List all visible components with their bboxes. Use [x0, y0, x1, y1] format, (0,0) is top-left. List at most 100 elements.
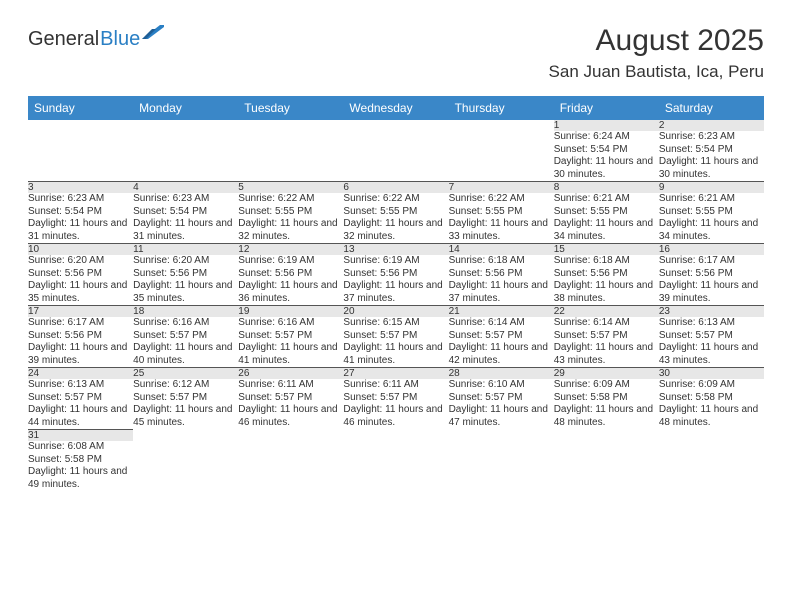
sunrise-text: Sunrise: 6:19 AM	[343, 255, 448, 268]
day-body-cell	[238, 131, 343, 182]
day-number-cell: 29	[554, 368, 659, 380]
day-number-cell: 20	[343, 306, 448, 318]
sunrise-text: Sunrise: 6:23 AM	[28, 193, 133, 206]
sunset-text: Sunset: 5:57 PM	[133, 330, 238, 343]
sunset-text: Sunset: 5:54 PM	[28, 206, 133, 219]
sunset-text: Sunset: 5:56 PM	[28, 268, 133, 281]
sunrise-text: Sunrise: 6:20 AM	[28, 255, 133, 268]
day-number-cell: 31	[28, 430, 133, 442]
sunset-text: Sunset: 5:54 PM	[554, 144, 659, 157]
month-title: August 2025	[549, 24, 764, 58]
sunrise-text: Sunrise: 6:20 AM	[133, 255, 238, 268]
sunrise-text: Sunrise: 6:17 AM	[659, 255, 764, 268]
sunset-text: Sunset: 5:56 PM	[238, 268, 343, 281]
location: San Juan Bautista, Ica, Peru	[549, 62, 764, 82]
sunrise-text: Sunrise: 6:14 AM	[449, 317, 554, 330]
day-body-cell: Sunrise: 6:12 AMSunset: 5:57 PMDaylight:…	[133, 379, 238, 430]
weekday-header: Sunday	[28, 96, 133, 120]
sunset-text: Sunset: 5:57 PM	[28, 392, 133, 405]
daylight-text: Daylight: 11 hours and 46 minutes.	[238, 404, 343, 429]
day-body-row: Sunrise: 6:17 AMSunset: 5:56 PMDaylight:…	[28, 317, 764, 368]
day-number-row: 31	[28, 430, 764, 442]
daylight-text: Daylight: 11 hours and 45 minutes.	[133, 404, 238, 429]
daylight-text: Daylight: 11 hours and 47 minutes.	[449, 404, 554, 429]
page-header: General Blue August 2025 San Juan Bautis…	[28, 24, 764, 82]
day-number-cell: 21	[449, 306, 554, 318]
sunrise-text: Sunrise: 6:13 AM	[28, 379, 133, 392]
day-body-cell: Sunrise: 6:18 AMSunset: 5:56 PMDaylight:…	[449, 255, 554, 306]
day-number-cell: 10	[28, 244, 133, 256]
day-body-cell: Sunrise: 6:21 AMSunset: 5:55 PMDaylight:…	[554, 193, 659, 244]
daylight-text: Daylight: 11 hours and 49 minutes.	[28, 466, 133, 491]
day-number-cell: 23	[659, 306, 764, 318]
day-body-cell: Sunrise: 6:21 AMSunset: 5:55 PMDaylight:…	[659, 193, 764, 244]
day-body-row: Sunrise: 6:24 AMSunset: 5:54 PMDaylight:…	[28, 131, 764, 182]
day-number-cell: 27	[343, 368, 448, 380]
day-number-cell	[659, 430, 764, 442]
day-body-cell: Sunrise: 6:22 AMSunset: 5:55 PMDaylight:…	[343, 193, 448, 244]
day-body-cell: Sunrise: 6:13 AMSunset: 5:57 PMDaylight:…	[28, 379, 133, 430]
day-number-cell: 24	[28, 368, 133, 380]
sunset-text: Sunset: 5:55 PM	[343, 206, 448, 219]
sunset-text: Sunset: 5:56 PM	[28, 330, 133, 343]
day-body-cell	[133, 131, 238, 182]
daylight-text: Daylight: 11 hours and 30 minutes.	[659, 156, 764, 181]
daylight-text: Daylight: 11 hours and 43 minutes.	[659, 342, 764, 367]
weekday-header: Tuesday	[238, 96, 343, 120]
sunset-text: Sunset: 5:55 PM	[659, 206, 764, 219]
flag-icon	[142, 25, 164, 39]
daylight-text: Daylight: 11 hours and 39 minutes.	[28, 342, 133, 367]
day-number-cell	[449, 430, 554, 442]
sunrise-text: Sunrise: 6:22 AM	[343, 193, 448, 206]
sunset-text: Sunset: 5:54 PM	[659, 144, 764, 157]
day-number-cell	[554, 430, 659, 442]
brand-general: General	[28, 28, 99, 51]
daylight-text: Daylight: 11 hours and 37 minutes.	[343, 280, 448, 305]
daylight-text: Daylight: 11 hours and 37 minutes.	[449, 280, 554, 305]
day-body-cell	[238, 441, 343, 491]
day-number-cell	[343, 120, 448, 131]
sunset-text: Sunset: 5:56 PM	[659, 268, 764, 281]
day-body-row: Sunrise: 6:13 AMSunset: 5:57 PMDaylight:…	[28, 379, 764, 430]
brand-logo: General Blue	[28, 28, 164, 51]
day-number-cell: 14	[449, 244, 554, 256]
sunrise-text: Sunrise: 6:22 AM	[238, 193, 343, 206]
day-body-cell	[554, 441, 659, 491]
day-body-cell: Sunrise: 6:19 AMSunset: 5:56 PMDaylight:…	[343, 255, 448, 306]
sunrise-text: Sunrise: 6:17 AM	[28, 317, 133, 330]
day-number-cell: 18	[133, 306, 238, 318]
daylight-text: Daylight: 11 hours and 31 minutes.	[28, 218, 133, 243]
sunrise-text: Sunrise: 6:19 AM	[238, 255, 343, 268]
sunset-text: Sunset: 5:57 PM	[554, 330, 659, 343]
daylight-text: Daylight: 11 hours and 34 minutes.	[554, 218, 659, 243]
day-body-cell: Sunrise: 6:23 AMSunset: 5:54 PMDaylight:…	[133, 193, 238, 244]
sunset-text: Sunset: 5:57 PM	[343, 330, 448, 343]
day-body-cell: Sunrise: 6:22 AMSunset: 5:55 PMDaylight:…	[238, 193, 343, 244]
sunrise-text: Sunrise: 6:10 AM	[449, 379, 554, 392]
daylight-text: Daylight: 11 hours and 35 minutes.	[28, 280, 133, 305]
day-body-cell: Sunrise: 6:08 AMSunset: 5:58 PMDaylight:…	[28, 441, 133, 491]
day-body-cell: Sunrise: 6:10 AMSunset: 5:57 PMDaylight:…	[449, 379, 554, 430]
day-number-cell: 26	[238, 368, 343, 380]
sunset-text: Sunset: 5:55 PM	[554, 206, 659, 219]
daylight-text: Daylight: 11 hours and 32 minutes.	[343, 218, 448, 243]
daylight-text: Daylight: 11 hours and 33 minutes.	[449, 218, 554, 243]
daylight-text: Daylight: 11 hours and 34 minutes.	[659, 218, 764, 243]
sunset-text: Sunset: 5:57 PM	[238, 392, 343, 405]
sunset-text: Sunset: 5:57 PM	[133, 392, 238, 405]
day-number-cell: 3	[28, 182, 133, 194]
sunrise-text: Sunrise: 6:08 AM	[28, 441, 133, 454]
day-body-cell: Sunrise: 6:09 AMSunset: 5:58 PMDaylight:…	[554, 379, 659, 430]
day-body-cell	[659, 441, 764, 491]
day-number-row: 17181920212223	[28, 306, 764, 318]
day-number-row: 3456789	[28, 182, 764, 194]
day-number-cell: 5	[238, 182, 343, 194]
day-body-cell	[449, 441, 554, 491]
calendar-table: Sunday Monday Tuesday Wednesday Thursday…	[28, 96, 764, 491]
sunrise-text: Sunrise: 6:16 AM	[133, 317, 238, 330]
daylight-text: Daylight: 11 hours and 32 minutes.	[238, 218, 343, 243]
calendar-page: General Blue August 2025 San Juan Bautis…	[0, 0, 792, 515]
day-body-cell: Sunrise: 6:14 AMSunset: 5:57 PMDaylight:…	[554, 317, 659, 368]
day-body-cell: Sunrise: 6:16 AMSunset: 5:57 PMDaylight:…	[238, 317, 343, 368]
daylight-text: Daylight: 11 hours and 40 minutes.	[133, 342, 238, 367]
